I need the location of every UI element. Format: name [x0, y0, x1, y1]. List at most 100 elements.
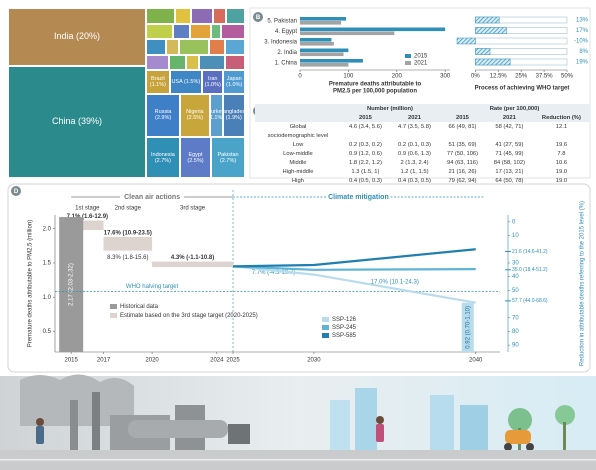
table-cell: 84 (58, 102)	[493, 159, 525, 166]
table-cell	[439, 131, 486, 140]
table-cell: 4.6 (3.4, 5.6)	[349, 123, 382, 130]
treemap-tile	[173, 24, 191, 39]
x-axis-label: PM2.5 per 100,000 population	[333, 89, 417, 95]
treemap-tile: China (39%)	[8, 65, 146, 178]
table-cell: 17 (13, 21)	[495, 168, 524, 175]
header-label: Climate mitigation	[328, 194, 389, 201]
y2-tick-label: 70	[512, 315, 519, 321]
treemap-tile	[185, 54, 199, 70]
treemap-tile	[146, 39, 166, 55]
annotation: 17.0% (10.1-24.3)	[371, 280, 419, 286]
y2-tick-label: 0	[512, 219, 516, 225]
treemap-tile	[190, 24, 211, 39]
table-row: 2015 2021 2015 2021 Reduction (%)	[255, 113, 590, 122]
x-tick-label: 2017	[97, 358, 111, 364]
table-row: Middle 1.8 (2.2, 1.2) 2 (1.3, 2.4) 94 (63, …	[255, 158, 590, 167]
table-row: Low 0.2 (0.3, 0.2) 0.2 (0.1, 0.3) 51 (35, 6…	[255, 140, 590, 149]
panel-badge	[253, 12, 263, 22]
treemap-tile	[225, 54, 245, 70]
table-row: sociodemographic level	[255, 131, 590, 140]
treemap-tile: USA (1.5%)	[169, 70, 202, 94]
panel-letter: D	[14, 189, 19, 195]
table-cell: 2015	[439, 113, 486, 122]
table-cell: 0.9 (0.6, 1.3)	[398, 150, 431, 157]
header-label: Clean air actions	[124, 194, 180, 201]
ssp-bar	[461, 302, 474, 352]
estimate-box	[71, 220, 104, 231]
treemap-tile: Nigeria (2.5%)	[180, 93, 210, 138]
bar	[300, 17, 346, 21]
treemap-tile	[169, 54, 186, 70]
table-cell: 66 (49, 81)	[448, 123, 477, 130]
category-label: 2. India	[277, 50, 297, 56]
y-tick-label: 1.0	[43, 295, 52, 301]
y-tick-label: 0.5	[43, 329, 52, 335]
table-cell: 2021	[485, 113, 533, 122]
value-label: 19%	[576, 60, 589, 66]
reduction-annotation: 7.1% (1.6-12.9)	[67, 214, 108, 220]
table-cell: Low	[292, 141, 304, 148]
bar	[300, 27, 446, 32]
ssp-line	[232, 265, 476, 304]
tile-label: Indonesia (2.7%)	[150, 151, 175, 164]
table-row: Number (million) Rate (per 100,000)	[255, 104, 590, 113]
header-bg	[326, 192, 391, 202]
x-tick-label: 2024	[210, 358, 224, 364]
bar	[300, 48, 349, 53]
estimate-box	[152, 261, 233, 268]
bar	[300, 38, 332, 42]
table-cell: 0.4 (0.3, 0.5)	[398, 177, 431, 184]
table-cell: 10.6	[555, 159, 568, 166]
panel-d	[7, 183, 591, 373]
tile-label: Turkey (1.1%)	[209, 109, 223, 122]
table-cell: 0.9 (1.2, 0.6)	[349, 150, 382, 157]
table-row: High 0.4 (0.5, 0.3) 0.4 (0.3, 0.5) 79 (62, …	[255, 176, 590, 185]
ssp-line	[232, 265, 476, 271]
category-label: 5. Pakistan	[267, 19, 297, 25]
treemap: India (20%) China (39%) Brazil (1.1%) USA (…	[8, 8, 245, 178]
progress-bar	[475, 27, 507, 34]
category-label: 3. Indonesia	[264, 40, 297, 46]
legend-swatch	[405, 61, 411, 65]
table-cell: 2015	[340, 113, 390, 122]
table-cell: Low-middle	[283, 150, 313, 157]
value-label: 13%	[576, 18, 589, 24]
table-cell: 21 (16, 26)	[448, 168, 477, 175]
treemap-tile	[210, 24, 222, 39]
legend-swatch	[322, 325, 329, 330]
y-tick-label: 2.0	[43, 226, 52, 232]
table-cell: 0.2 (0.1, 0.3)	[398, 141, 431, 148]
x-tick-label: 300	[440, 74, 451, 80]
illustration	[0, 374, 596, 470]
header-bg	[120, 192, 185, 202]
value-label: 2.17 (2.03-2.32)	[69, 263, 75, 306]
y2-tick-label: 80	[512, 329, 519, 335]
y2-tick-label: 90	[512, 343, 519, 349]
tile-label: Bangladesh (1.9%)	[222, 109, 244, 122]
progress-bar	[456, 37, 476, 45]
tile-label: China (39%)	[51, 115, 103, 126]
x-tick-label: 2030	[307, 358, 321, 364]
table-row: Global 4.6 (3.4, 5.6) 4.7 (3.5, 5.8) 66 (49…	[255, 122, 590, 131]
x-tick-label: 50%	[561, 74, 574, 80]
treemap-tile: Iran (1.0%)	[201, 70, 224, 94]
table-cell: 12.1	[555, 123, 568, 130]
table-cell: 19.6	[555, 141, 568, 148]
bar	[300, 52, 344, 57]
legend-label: Historical data	[120, 304, 159, 310]
table-cell: 7.8	[557, 150, 566, 157]
x-tick-label: 200	[392, 74, 403, 80]
table-row: High-middle 1.3 (1.5, 1) 1.2 (1, 1.5) 21 (1…	[255, 167, 590, 176]
tile-label: USA (1.5%)	[171, 78, 201, 85]
y2-tick-label: 10	[512, 233, 519, 239]
x-tick-label: 2025	[226, 358, 240, 364]
legend-label: 2021	[414, 61, 428, 67]
legend-swatch	[110, 313, 117, 318]
legend-label: Estimate based on the 3rd stage target (…	[120, 313, 258, 319]
table-cell: 0.4 (0.5, 0.3)	[349, 177, 382, 184]
table-cell: Global	[289, 123, 307, 130]
historical-bar	[59, 217, 84, 352]
value-label: 8%	[579, 49, 588, 55]
table-cell: Reduction (%)	[532, 113, 590, 122]
